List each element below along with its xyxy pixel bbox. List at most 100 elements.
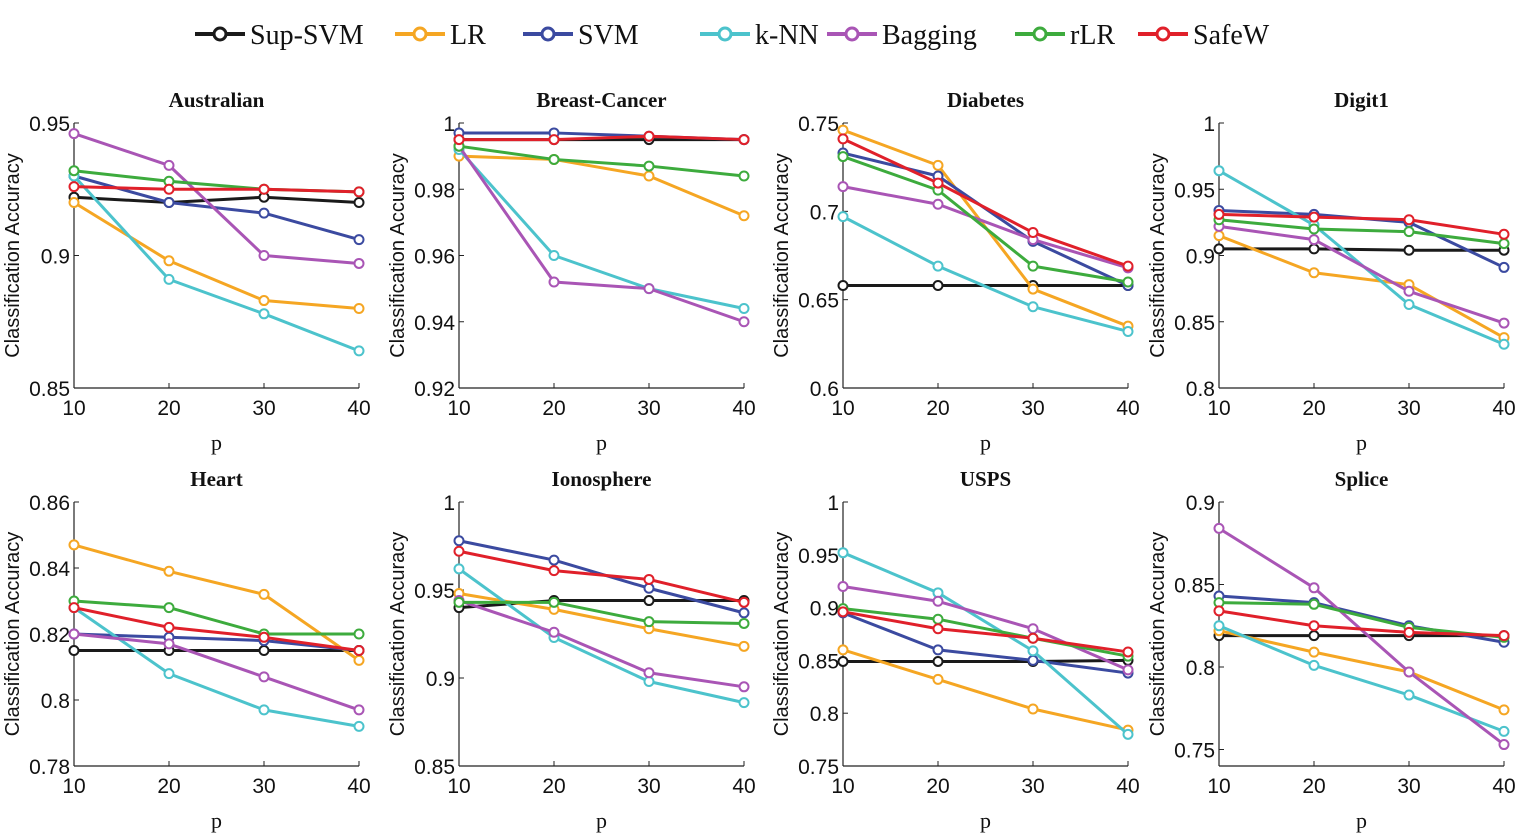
series-line bbox=[842, 215, 1129, 333]
y-tick-label: 0.86 bbox=[29, 492, 70, 515]
x-tick-label: 40 bbox=[732, 397, 755, 420]
data-point bbox=[1498, 704, 1510, 716]
series-safew bbox=[453, 545, 750, 608]
data-point bbox=[1308, 630, 1320, 642]
x-tick-label: 30 bbox=[1397, 775, 1420, 798]
legend-marker bbox=[540, 26, 556, 42]
series-line bbox=[458, 549, 745, 604]
data-point bbox=[1213, 605, 1225, 617]
data-point bbox=[453, 535, 465, 547]
series-line bbox=[73, 201, 360, 310]
data-point bbox=[1122, 325, 1134, 337]
legend-marker bbox=[212, 26, 228, 42]
series-line bbox=[73, 632, 360, 652]
data-point bbox=[548, 276, 560, 288]
y-tick-label: 0.85 bbox=[1174, 575, 1215, 598]
panel-title: Digit1 bbox=[1334, 88, 1389, 112]
y-tick-label: 0.78 bbox=[29, 756, 70, 779]
panel-breast-cancer: Breast-Cancer 0.92 0.94 0.96 0.98 1 10 20 30 40 p C… bbox=[387, 88, 756, 455]
series-line bbox=[457, 148, 745, 310]
legend-label: SafeW bbox=[1193, 20, 1270, 51]
x-tick-label: 10 bbox=[1207, 397, 1230, 420]
data-point bbox=[1122, 260, 1134, 272]
data-point bbox=[1498, 725, 1510, 737]
data-point bbox=[1498, 238, 1510, 250]
data-point bbox=[837, 211, 849, 223]
series-k-nn bbox=[837, 211, 1134, 337]
data-point bbox=[1403, 214, 1415, 226]
panel-title: Ionosphere bbox=[552, 467, 652, 491]
x-tick-label: 30 bbox=[1021, 775, 1044, 798]
data-point bbox=[1498, 630, 1510, 642]
x-axis-label: p bbox=[596, 808, 607, 833]
data-point bbox=[68, 645, 80, 656]
x-axis-label: p bbox=[211, 430, 222, 455]
data-point bbox=[68, 197, 80, 208]
data-point bbox=[837, 644, 849, 656]
x-tick-label: 20 bbox=[157, 775, 180, 798]
data-point bbox=[1498, 338, 1510, 350]
data-point bbox=[643, 595, 655, 607]
data-point bbox=[453, 596, 465, 608]
data-point bbox=[548, 554, 560, 566]
data-point bbox=[932, 198, 944, 210]
y-tick-label: 0.9 bbox=[1186, 492, 1215, 515]
series-line bbox=[72, 174, 360, 353]
data-point bbox=[1213, 208, 1225, 220]
series-bagging bbox=[453, 595, 750, 693]
x-tick-label: 40 bbox=[1492, 775, 1515, 798]
x-tick-label: 10 bbox=[831, 775, 854, 798]
data-point bbox=[643, 616, 655, 628]
y-tick-label: 0.7 bbox=[810, 201, 839, 224]
legend-marker bbox=[1155, 26, 1171, 42]
data-point bbox=[837, 181, 849, 193]
series-line bbox=[842, 185, 1129, 270]
legend-label: k-NN bbox=[755, 20, 819, 51]
series-line bbox=[1218, 601, 1505, 639]
series-line bbox=[458, 154, 745, 218]
data-point bbox=[1498, 228, 1510, 240]
data-point bbox=[353, 234, 365, 246]
y-tick-label: 0.9 bbox=[1186, 246, 1215, 269]
data-point bbox=[1122, 646, 1134, 658]
data-point bbox=[258, 704, 270, 716]
series-bagging bbox=[68, 628, 365, 716]
data-point bbox=[453, 134, 465, 146]
x-tick-label: 30 bbox=[252, 775, 275, 798]
series-line bbox=[1218, 224, 1505, 325]
y-tick-label: 0.85 bbox=[1174, 312, 1215, 335]
x-tick-label: 20 bbox=[1302, 397, 1325, 420]
panel-title: Diabetes bbox=[947, 88, 1024, 112]
y-tick-label: 0.8 bbox=[1186, 378, 1215, 401]
y-tick-label: 1 bbox=[827, 492, 839, 515]
series-safew bbox=[68, 181, 365, 198]
data-point bbox=[738, 303, 750, 314]
x-tick-label: 30 bbox=[252, 397, 275, 420]
data-point bbox=[1027, 283, 1039, 295]
series-k-nn bbox=[453, 144, 750, 314]
data-point bbox=[738, 316, 750, 328]
series-line bbox=[73, 132, 360, 265]
data-point bbox=[932, 644, 944, 656]
legend-item-svm: SVM bbox=[523, 20, 639, 51]
x-tick-label: 20 bbox=[542, 397, 565, 420]
x-tick-label: 30 bbox=[1397, 397, 1420, 420]
data-point bbox=[837, 580, 849, 592]
data-point bbox=[932, 260, 944, 272]
y-tick-label: 0.8 bbox=[41, 690, 70, 713]
series-bagging bbox=[68, 128, 365, 269]
data-point bbox=[353, 197, 365, 208]
series-lr bbox=[68, 197, 365, 314]
data-point bbox=[1308, 620, 1320, 632]
series-line bbox=[458, 567, 745, 705]
y-tick-label: 0.82 bbox=[29, 624, 70, 647]
x-tick-label: 10 bbox=[447, 397, 470, 420]
x-tick-label: 40 bbox=[347, 775, 370, 798]
data-point bbox=[68, 181, 80, 193]
data-point bbox=[932, 613, 944, 625]
data-point bbox=[68, 128, 80, 140]
data-point bbox=[163, 273, 175, 285]
legend-label: Bagging bbox=[882, 20, 977, 51]
data-point bbox=[1403, 285, 1415, 297]
data-point bbox=[738, 697, 750, 709]
